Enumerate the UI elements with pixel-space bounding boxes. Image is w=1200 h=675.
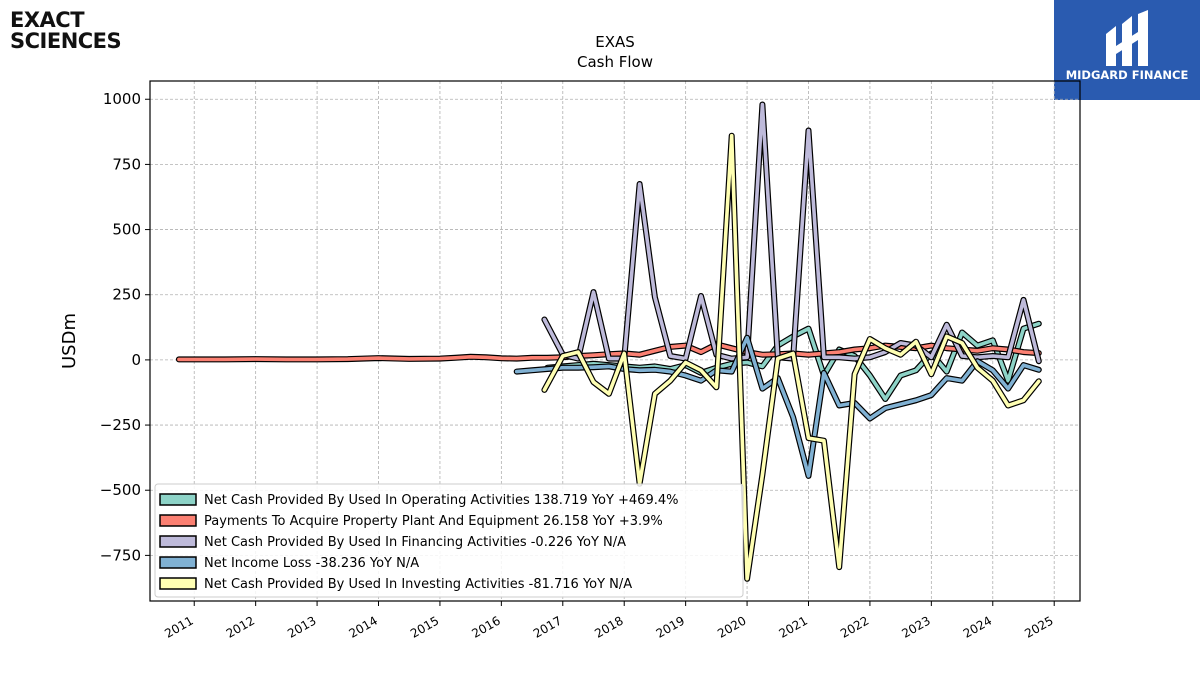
y-tick-label: −250 xyxy=(100,416,141,434)
x-tick-label: 2019 xyxy=(654,613,687,640)
y-tick-label: 250 xyxy=(112,286,141,304)
legend-swatch xyxy=(159,556,197,569)
brand-logo: MIDGARD FINANCE xyxy=(1054,0,1200,100)
legend-item: Payments To Acquire Property Plant And E… xyxy=(159,514,663,529)
legend: Net Cash Provided By Used In Operating A… xyxy=(154,483,744,598)
plot-area xyxy=(149,80,1081,602)
x-tick-label: 2018 xyxy=(592,613,625,640)
series-line-5 xyxy=(541,132,1042,582)
x-tick-label: 2022 xyxy=(838,613,871,640)
brand-mark-icon xyxy=(1106,10,1148,66)
y-tick-label: 0 xyxy=(131,351,141,369)
legend-label: Payments To Acquire Property Plant And E… xyxy=(204,514,663,529)
x-tick-label: 2023 xyxy=(899,613,932,640)
legend-swatch xyxy=(159,493,197,506)
legend-swatch xyxy=(159,577,197,590)
y-tick-label: 1000 xyxy=(103,90,141,108)
y-axis-label: USDm xyxy=(59,313,80,369)
chart-title: EXAS xyxy=(595,33,635,51)
y-tick-label: 500 xyxy=(112,221,141,239)
x-tick-label: 2016 xyxy=(469,613,502,640)
series-line-stroke xyxy=(542,133,1041,581)
x-tick-label: 2021 xyxy=(777,613,810,640)
x-tick-label: 2014 xyxy=(347,613,380,640)
legend-item: Net Cash Provided By Used In Operating A… xyxy=(159,493,678,508)
legend-label: Net Income Loss -38.236 YoY N/A xyxy=(204,556,419,571)
legend-box xyxy=(154,483,744,598)
legend-swatch xyxy=(159,514,197,527)
legend-item: Net Cash Provided By Used In Investing A… xyxy=(159,577,632,592)
x-tick-label: 2020 xyxy=(715,613,748,640)
legend-item: Net Income Loss -38.236 YoY N/A xyxy=(159,556,419,571)
legend-label: Net Cash Provided By Used In Operating A… xyxy=(204,493,678,508)
x-tick-label: 2013 xyxy=(285,613,318,640)
y-tick-label: −750 xyxy=(100,546,141,564)
x-tick-label: 2024 xyxy=(961,613,994,640)
brand-name: MIDGARD FINANCE xyxy=(1065,68,1189,82)
legend-swatch xyxy=(159,535,197,548)
x-tick-label: 2011 xyxy=(162,613,195,640)
legend-item: Net Cash Provided By Used In Financing A… xyxy=(159,535,626,550)
company-logo: EXACT SCIENCES xyxy=(10,10,130,54)
legend-label: Net Cash Provided By Used In Financing A… xyxy=(204,535,626,550)
x-tick-label: 2025 xyxy=(1022,613,1055,640)
series-line-stroke xyxy=(542,102,1041,364)
series-line-3 xyxy=(541,101,1042,365)
company-logo-line1: EXACT xyxy=(10,8,85,32)
legend-label: Net Cash Provided By Used In Investing A… xyxy=(204,577,632,592)
x-tick-label: 2017 xyxy=(531,613,564,640)
series-line-outline xyxy=(541,101,1042,365)
chart-subtitle: Cash Flow xyxy=(577,53,653,71)
x-tick-label: 2012 xyxy=(224,613,257,640)
y-tick-label: −500 xyxy=(100,481,141,499)
company-logo-line2: SCIENCES xyxy=(10,29,122,53)
series-layer xyxy=(175,101,1042,582)
x-tick-label: 2015 xyxy=(408,613,441,640)
y-tick-label: 750 xyxy=(112,155,141,173)
